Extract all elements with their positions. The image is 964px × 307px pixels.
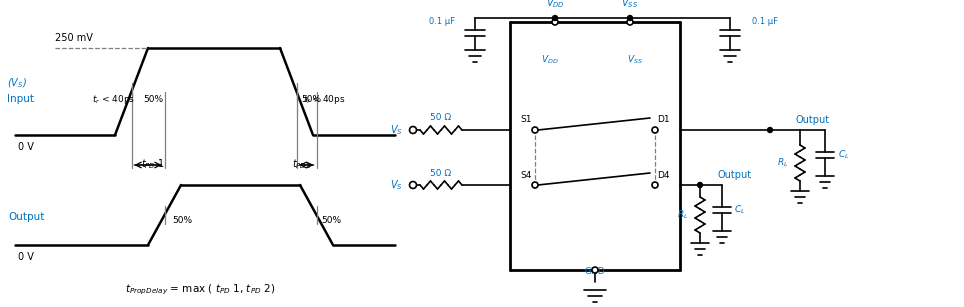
Text: $V_{SS}$: $V_{SS}$: [627, 54, 643, 66]
Text: $t_f$ < 40ps: $t_f$ < 40ps: [303, 92, 346, 106]
Circle shape: [552, 19, 558, 25]
Circle shape: [628, 15, 632, 21]
Text: 0 V: 0 V: [18, 142, 34, 152]
Text: $t_{PD 2}$: $t_{PD 2}$: [292, 157, 310, 171]
Text: 50 Ω: 50 Ω: [431, 169, 451, 177]
Text: $V_S$: $V_S$: [390, 178, 403, 192]
Circle shape: [627, 19, 633, 25]
Text: $V_S$: $V_S$: [390, 123, 403, 137]
Circle shape: [410, 126, 416, 134]
Circle shape: [652, 182, 658, 188]
Text: $R_L$: $R_L$: [677, 209, 688, 221]
Text: Output: Output: [795, 115, 829, 125]
Circle shape: [592, 267, 598, 273]
Text: 50%: 50%: [173, 216, 193, 225]
Text: 50%: 50%: [144, 95, 164, 103]
Text: $C_L$: $C_L$: [838, 149, 849, 161]
Text: $t_r$ < 40ps: $t_r$ < 40ps: [92, 92, 135, 106]
Text: D1: D1: [657, 115, 670, 125]
Circle shape: [652, 127, 658, 133]
Text: $V_{SS}$: $V_{SS}$: [622, 0, 638, 10]
Text: $t_{PD}$ 1: $t_{PD}$ 1: [141, 157, 165, 171]
Text: D4: D4: [657, 170, 670, 180]
Text: Input: Input: [7, 95, 34, 104]
Circle shape: [552, 15, 557, 21]
Text: 0.1 μF: 0.1 μF: [752, 17, 778, 26]
Circle shape: [410, 181, 416, 188]
Text: Output: Output: [8, 212, 44, 222]
Text: $V_{DD}$: $V_{DD}$: [541, 54, 559, 66]
Text: $V_{DD}$: $V_{DD}$: [546, 0, 564, 10]
Text: 0 V: 0 V: [18, 252, 34, 262]
Circle shape: [698, 182, 703, 188]
Text: GND: GND: [585, 267, 605, 276]
Text: 250 mV: 250 mV: [55, 33, 93, 43]
Circle shape: [767, 127, 772, 133]
Circle shape: [532, 127, 538, 133]
Text: S4: S4: [520, 170, 531, 180]
Text: S1: S1: [520, 115, 531, 125]
Text: Output: Output: [718, 170, 752, 180]
Text: 50%: 50%: [322, 216, 341, 225]
Text: $C_L$: $C_L$: [734, 204, 745, 216]
Text: 50%: 50%: [302, 95, 322, 103]
Text: $R_L$: $R_L$: [777, 157, 788, 169]
Circle shape: [532, 182, 538, 188]
Text: 0.1 μF: 0.1 μF: [429, 17, 455, 26]
Text: 50 Ω: 50 Ω: [431, 114, 451, 122]
Text: ($V_S$): ($V_S$): [7, 77, 27, 90]
Text: $t_{Prop Delay}$ = max ( $t_{PD}$ 1, $t_{PD}$ 2): $t_{Prop Delay}$ = max ( $t_{PD}$ 1, $t_…: [124, 283, 275, 297]
